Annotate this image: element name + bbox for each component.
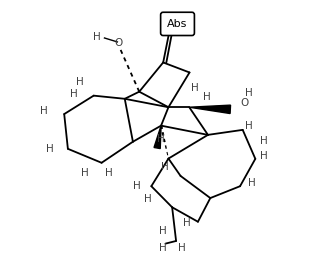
Text: H: H <box>191 83 198 93</box>
Text: H: H <box>161 162 168 172</box>
Text: H: H <box>144 194 152 204</box>
Text: H: H <box>157 134 165 144</box>
Text: H: H <box>245 121 253 131</box>
Text: H: H <box>93 32 100 42</box>
Text: H: H <box>203 92 211 102</box>
Text: H: H <box>81 167 89 177</box>
Text: H: H <box>178 243 186 253</box>
Text: H: H <box>159 243 166 253</box>
Text: H: H <box>184 218 191 228</box>
Text: H: H <box>104 167 112 177</box>
Text: H: H <box>248 178 256 188</box>
Text: H: H <box>70 89 78 99</box>
Text: H: H <box>46 144 54 154</box>
Polygon shape <box>189 105 231 114</box>
Text: H: H <box>133 181 141 191</box>
Text: O: O <box>241 98 249 108</box>
Text: O: O <box>115 38 123 48</box>
Text: H: H <box>159 226 167 236</box>
Polygon shape <box>154 126 161 148</box>
Text: H: H <box>245 88 253 98</box>
Text: Abs: Abs <box>167 19 188 29</box>
Text: H: H <box>76 78 84 88</box>
Text: H: H <box>260 136 268 146</box>
Text: H: H <box>40 106 47 116</box>
Text: H: H <box>260 151 268 161</box>
FancyBboxPatch shape <box>161 12 194 36</box>
